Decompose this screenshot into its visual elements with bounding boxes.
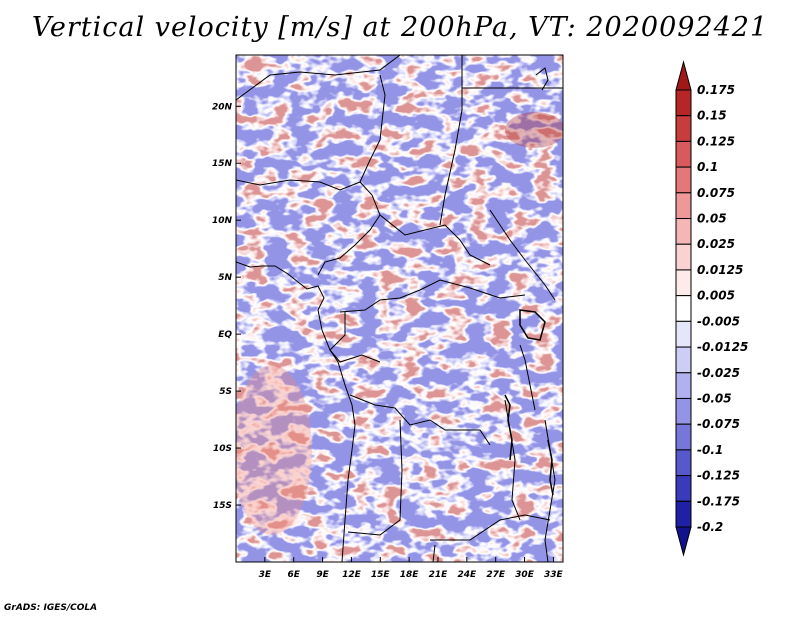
border-drc-north xyxy=(339,279,526,313)
lake-tanganyika xyxy=(504,394,513,461)
lon-label: 33E xyxy=(544,570,564,580)
colorbar-band xyxy=(675,269,692,297)
colorbar-label: -0.175 xyxy=(697,494,740,508)
colorbar-label: 0.025 xyxy=(697,237,735,251)
colorbar-label: 0.175 xyxy=(697,83,735,97)
colorbar-label: -0.125 xyxy=(697,469,740,483)
colorbar-label: -0.0125 xyxy=(697,340,748,354)
colorbar-band xyxy=(675,140,692,168)
colorbar: 0.175 0.15 0.125 0.1 0.075 0.05 0.025 0.0125 0.0… xyxy=(675,60,748,557)
lake-malawi xyxy=(547,439,554,496)
colorbar-label: -0.005 xyxy=(697,314,740,328)
colorbar-label: 0.15 xyxy=(697,109,727,123)
border-angola-east xyxy=(347,419,403,536)
colorbar-label: 0.0125 xyxy=(697,263,743,277)
lon-label: 3E xyxy=(259,570,272,580)
lat-label: 10N xyxy=(212,216,233,226)
border-zambia-south xyxy=(430,514,551,541)
colorbar-band xyxy=(675,449,692,477)
field-overlays xyxy=(236,112,563,535)
colorbar-band xyxy=(675,166,692,194)
latitude-axis: 20N 15N 10N 5N EQ 5S 10S 15S xyxy=(212,102,241,511)
colorbar-band xyxy=(675,346,692,374)
colorbar-label: 0.075 xyxy=(697,186,735,200)
colorbar-band xyxy=(675,372,692,399)
colorbar-band xyxy=(675,475,692,502)
colorbar-band xyxy=(675,320,692,348)
longitude-axis: 3E 6E 9E 12E 15E 18E 21E 24E 27E 30E 33E xyxy=(259,557,564,580)
lon-label: 18E xyxy=(400,570,420,580)
colorbar-band xyxy=(675,397,692,425)
colorbar-band xyxy=(675,243,692,271)
border-south-sudan xyxy=(489,209,556,301)
coast-red-sea xyxy=(535,67,549,91)
lat-label: 15N xyxy=(212,159,233,169)
border-chad-sudan xyxy=(439,55,463,226)
colorbar-label: -0.025 xyxy=(697,366,740,380)
colorbar-band xyxy=(675,500,692,528)
ascent-maximum xyxy=(505,112,563,148)
colorbar-label: -0.075 xyxy=(697,417,740,431)
colorbar-band xyxy=(675,295,692,322)
lat-label: 20N xyxy=(212,102,233,112)
border-north-1 xyxy=(236,55,401,101)
lat-label: EQ xyxy=(218,330,232,340)
lat-label: 5S xyxy=(219,387,232,397)
lon-label: 30E xyxy=(515,570,535,580)
vertical-velocity-field xyxy=(236,55,563,562)
lat-label: 10S xyxy=(213,444,232,454)
lon-label: 27E xyxy=(486,570,506,580)
map-frame xyxy=(235,54,564,563)
border-car-north xyxy=(379,214,491,266)
lat-label: 5N xyxy=(218,273,232,283)
colorbar-label: 0.05 xyxy=(697,212,727,226)
lon-label: 15E xyxy=(371,570,391,580)
lake-victoria xyxy=(519,309,546,341)
colorbar-band xyxy=(675,89,692,117)
lon-label: 24E xyxy=(457,570,477,580)
colorbar-band xyxy=(675,115,692,142)
colorbar-bottom-arrow xyxy=(675,526,692,557)
lon-label: 9E xyxy=(316,570,329,580)
lon-label: 12E xyxy=(342,570,362,580)
border-angola-north xyxy=(349,394,491,446)
border-rwanda-tanzania xyxy=(519,344,536,411)
border-niger-chad xyxy=(359,74,386,183)
colorbar-label: 0.005 xyxy=(697,289,735,303)
subsidence-region xyxy=(236,365,312,535)
border-nigeria-cameroon xyxy=(317,214,381,276)
map-panel: 20N 15N 10N 5N EQ 5S 10S 15S 3E 6E 9E 12E 15E 18E 21E… xyxy=(212,54,564,580)
colorbar-label: 0.125 xyxy=(697,134,735,148)
colorbar-label: -0.1 xyxy=(697,443,723,457)
colorbar-label: -0.2 xyxy=(697,520,723,534)
lon-label: 21E xyxy=(429,570,449,580)
country-borders xyxy=(236,55,563,562)
colorbar-band xyxy=(675,423,692,451)
lat-label: 15S xyxy=(213,501,232,511)
colorbar-band xyxy=(675,218,692,245)
colorbar-band xyxy=(675,192,692,220)
colorbar-top-arrow xyxy=(675,60,692,91)
lon-label: 6E xyxy=(287,570,300,580)
plot-title: Vertical velocity [m/s] at 200hPa, VT: 2… xyxy=(31,12,769,43)
colorbar-label: -0.05 xyxy=(697,391,732,405)
border-congo xyxy=(329,312,381,363)
footer-credit: GrADS: IGES/COLA xyxy=(4,603,98,613)
colorbar-label: 0.1 xyxy=(697,160,718,174)
coastline xyxy=(236,261,356,562)
border-botswana xyxy=(432,544,436,562)
border-sahel xyxy=(236,179,381,216)
